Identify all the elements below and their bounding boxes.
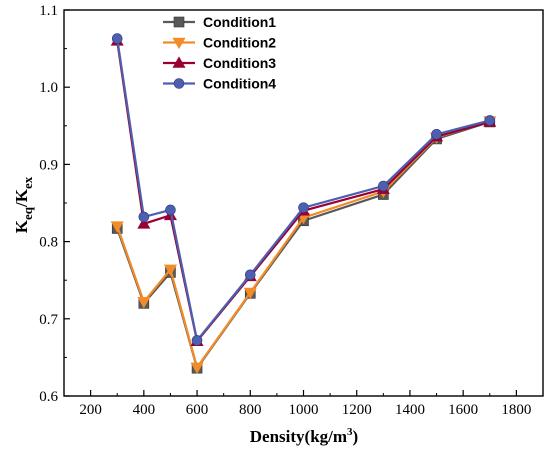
x-axis-title-main: Density(kg/m	[250, 427, 347, 446]
series-2	[110, 116, 497, 375]
x-tick-label: 1400	[395, 402, 425, 418]
series-1	[111, 116, 496, 374]
legend-label: Condition1	[203, 14, 276, 30]
legend-marker	[173, 78, 185, 89]
data-point	[378, 180, 389, 192]
data-point	[137, 217, 151, 229]
legend-marker	[172, 56, 186, 68]
data-point	[298, 202, 309, 213]
y-axis-title: Keq/Kex	[12, 176, 35, 233]
legend-item: Condition2	[163, 35, 276, 51]
x-tick-label: 800	[239, 402, 262, 418]
data-point	[431, 128, 442, 140]
legend-item: Condition3	[163, 55, 276, 71]
data-point	[110, 221, 124, 233]
series-line	[116, 40, 491, 343]
series-4	[111, 33, 496, 346]
y-tick-label: 0.7	[39, 312, 58, 328]
legend-item: Condition1	[163, 14, 276, 30]
x-axis-title: Density(kg/m3)	[250, 426, 358, 446]
y-axis-title-sep: /K	[12, 188, 31, 208]
legend: Condition1 Condition2 Condition3 Condition4	[163, 14, 276, 92]
legend-marker	[173, 16, 185, 28]
x-axis-title-end: )	[353, 427, 359, 446]
series-line	[116, 120, 491, 369]
y-tick-label: 0.6	[39, 389, 58, 405]
y-tick-label: 1.1	[39, 3, 58, 19]
data-point	[163, 264, 177, 276]
legend-label: Condition2	[203, 35, 276, 51]
y-tick-label: 1.0	[39, 80, 58, 96]
data-point	[165, 204, 176, 216]
series-line	[116, 120, 491, 370]
legend-label: Condition3	[203, 55, 276, 71]
data-point	[111, 33, 123, 44]
x-axis-title-sup: 3	[347, 426, 353, 438]
y-axis-title-main: K	[12, 219, 31, 233]
legend-item: Condition4	[163, 76, 276, 92]
y-axis-title-sub1: eq	[20, 206, 35, 220]
x-tick-label: 600	[186, 402, 209, 418]
data-point	[244, 269, 256, 281]
legend-marker	[172, 37, 186, 50]
x-tick-label: 1000	[289, 402, 319, 418]
ticks: 200 400 600 800 1000 1200 1400 1600 1800 0.6 0.7 0.…	[39, 3, 544, 418]
x-tick-label: 1200	[342, 402, 372, 418]
legend-label: Condition4	[203, 76, 276, 92]
series-3	[110, 34, 497, 346]
y-tick-label: 0.9	[39, 157, 58, 173]
data-point	[137, 297, 151, 309]
x-tick-label: 1600	[448, 402, 478, 418]
y-axis-title-sub2: ex	[20, 176, 35, 189]
x-tick-label: 400	[133, 402, 156, 418]
data-point	[190, 362, 204, 375]
x-tick-label: 200	[79, 402, 102, 418]
x-tick-label: 1800	[501, 402, 531, 418]
data-point	[191, 335, 203, 346]
data-point	[484, 115, 496, 126]
data-point	[243, 287, 257, 300]
y-tick-label: 0.8	[39, 235, 58, 251]
series-layer	[110, 33, 497, 375]
data-point	[138, 211, 150, 223]
